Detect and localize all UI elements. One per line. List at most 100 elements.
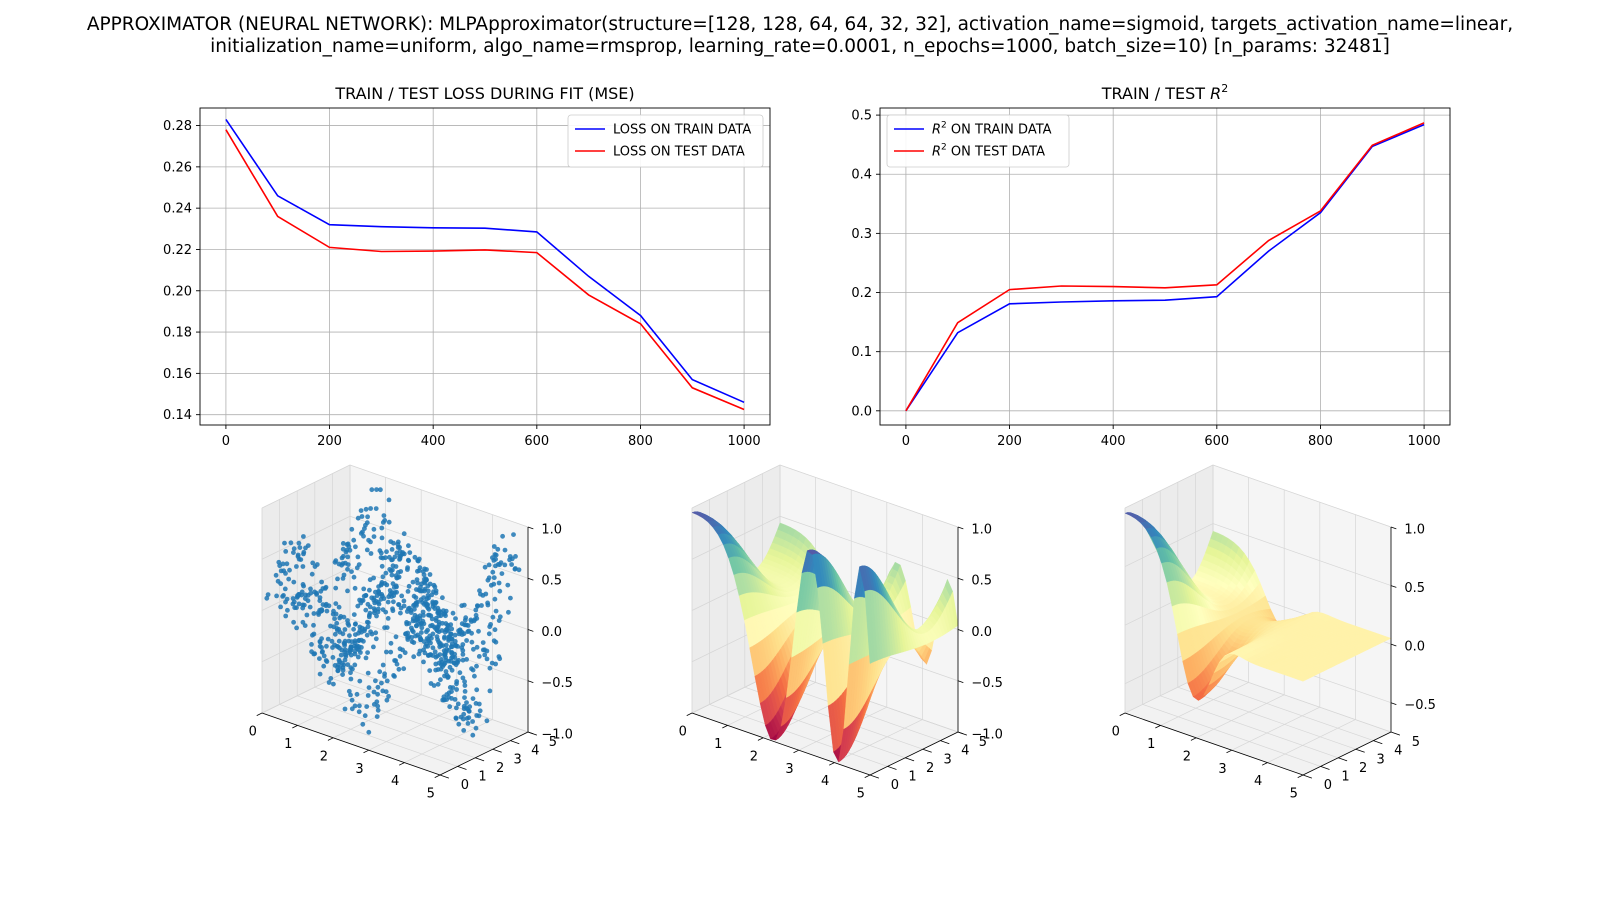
scatter3d-point-860 (264, 595, 270, 601)
loss-xtick-label-4: 800 (628, 434, 653, 449)
scatter3d-point-127 (491, 558, 497, 563)
scatter3d-point-459 (331, 681, 336, 687)
scatter3d-point-305 (471, 646, 476, 652)
surface3d-target-z-tick-2 (957, 629, 964, 632)
scatter3d-point-223 (453, 616, 458, 621)
scatter3d-point-107 (371, 526, 377, 532)
scatter3d-point-178 (493, 608, 499, 614)
scatter3d-point-42 (479, 603, 484, 608)
scatter3d-point-211 (469, 619, 474, 624)
scatter3d-point-877 (432, 584, 438, 590)
scatter3d-point-750 (373, 678, 378, 684)
surface3d-approx-x-tick-5 (1297, 774, 1304, 778)
scatter3d-point-875 (419, 581, 424, 587)
scatter3d-point-792 (324, 608, 330, 614)
surface3d-approx-y-tick-label-1: 1 (1341, 770, 1349, 785)
scatter3d-point-441 (454, 705, 459, 711)
surface3d-target-x-tick-label-0: 0 (679, 725, 687, 740)
scatter3d-point-165 (506, 609, 511, 615)
scatter3d-point-536 (332, 663, 338, 668)
scatter3d-point-142 (463, 622, 469, 628)
scatter3d-point-812 (275, 578, 281, 584)
scatter3d-point-756 (401, 666, 407, 672)
scatter3d-point-779 (274, 593, 279, 599)
scatter3d-point-894 (382, 671, 387, 677)
scatter3d-point-578 (466, 708, 472, 714)
scatter3d-point-640 (375, 599, 381, 605)
r2-chart-title-text: TRAIN / TEST (1101, 84, 1210, 103)
scatter3d-point-342 (459, 645, 465, 650)
scatter3d-point-659 (411, 654, 417, 660)
scatter3d-point-758 (332, 616, 337, 622)
scatter3d-z-tick-label-1: −0.5 (541, 676, 573, 691)
scatter3d-point-565 (395, 570, 401, 575)
surface3d-approx-x-tick-label-5: 5 (1290, 787, 1298, 802)
surface3d-target-z-tick-4 (957, 526, 964, 530)
scatter3d-point-338 (415, 568, 420, 574)
scatter3d-point-840 (432, 602, 437, 608)
scatter3d-point-854 (352, 703, 358, 709)
scatter3d-point-772 (314, 562, 320, 567)
scatter3d-point-645 (381, 596, 387, 601)
scatter3d-point-387 (329, 638, 335, 644)
surface3d-target-x-tick-label-1: 1 (714, 737, 722, 752)
r2-legend-label-1: R2 ON TEST DATA (932, 143, 1045, 160)
scatter3d-point-234 (332, 559, 338, 565)
surface3d-approx-y-axis (1302, 731, 1392, 776)
scatter3d-point-633 (391, 593, 397, 599)
scatter3d-point-794 (419, 621, 424, 626)
scatter3d-point-259 (463, 615, 469, 621)
scatter3d-point-774 (433, 615, 439, 621)
loss-xtick-label-2: 400 (421, 434, 446, 449)
scatter3d-x-tick-label-2: 2 (320, 749, 328, 764)
surface3d-approx-z-tick-1 (1390, 643, 1397, 647)
scatter3d-point-855 (340, 667, 346, 673)
scatter3d-point-356 (391, 599, 396, 605)
scatter3d-point-634 (421, 639, 427, 644)
scatter3d-point-115 (496, 580, 502, 586)
scatter3d-y-tick-label-1: 1 (478, 770, 486, 785)
scatter3d-point-227 (450, 610, 456, 616)
scatter3d-floor-grid-x-1 (297, 682, 386, 726)
scatter3d-y-tick-label-4: 4 (531, 744, 539, 759)
scatter3d-point-9 (419, 625, 425, 631)
scatter3d-x-tick-1 (292, 725, 298, 729)
scatter3d-point-535 (395, 541, 401, 547)
scatter3d-point-486 (473, 725, 479, 731)
scatter3d-point-650 (398, 605, 404, 611)
scatter3d-point-443 (454, 679, 460, 684)
scatter3d-point-828 (443, 613, 448, 619)
scatter3d-point-517 (363, 607, 369, 613)
scatter3d-point-410 (470, 696, 476, 701)
scatter3d-point-199 (443, 642, 449, 648)
scatter3d-point-475 (470, 732, 476, 738)
scatter3d-point-627 (380, 607, 386, 612)
scatter3d-point-215 (367, 587, 372, 593)
scatter3d-point-890 (366, 729, 372, 735)
scatter3d-point-739 (347, 649, 353, 654)
scatter3d-point-429 (412, 554, 418, 560)
scatter3d-point-154 (351, 537, 357, 543)
scatter3d-back-grid-z-0 (349, 669, 529, 733)
r2-ytick-label-4: 0.4 (851, 168, 872, 183)
scatter3d-point-862 (295, 552, 301, 558)
scatter3d-point-867 (414, 587, 419, 592)
scatter3d-point-767 (371, 689, 377, 695)
scatter3d-point-577 (359, 629, 364, 635)
scatter3d-point-804 (440, 595, 445, 601)
scatter3d-point-897 (346, 688, 352, 694)
scatter3d-point-732 (295, 593, 300, 599)
surface3d-target-x-tick-2 (757, 737, 764, 741)
scatter3d-point-560 (383, 570, 389, 576)
scatter3d-point-81 (460, 652, 466, 657)
scatter3d-point-641 (300, 619, 306, 625)
loss-xtick-label-0: 0 (222, 434, 230, 449)
scatter3d-point-839 (404, 621, 410, 627)
scatter3d-point-402 (446, 638, 451, 643)
scatter3d-x-tick-label-5: 5 (427, 787, 435, 802)
scatter3d-point-56 (464, 657, 469, 662)
scatter3d-point-880 (296, 540, 302, 546)
scatter3d-point-726 (453, 642, 459, 648)
r2-legend-rest-1: ON TEST DATA (947, 145, 1045, 160)
